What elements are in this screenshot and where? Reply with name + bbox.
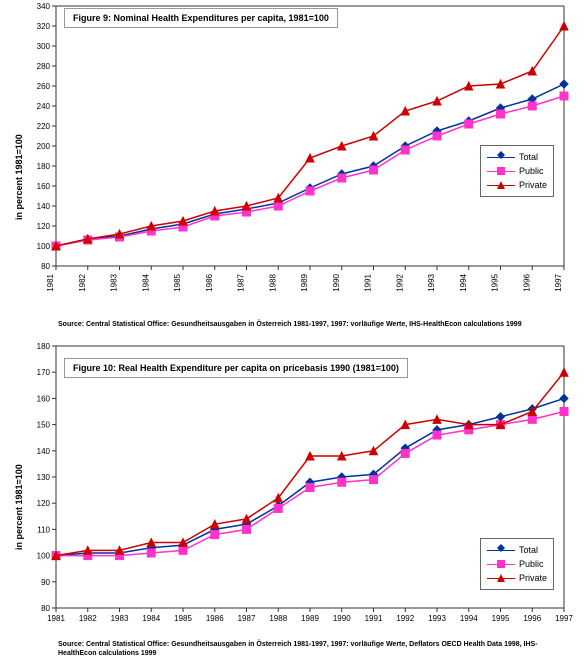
svg-text:170: 170 <box>37 368 51 377</box>
svg-text:160: 160 <box>37 182 51 191</box>
legend-label: Total <box>519 545 538 555</box>
svg-text:200: 200 <box>37 142 51 151</box>
svg-text:1986: 1986 <box>205 273 214 291</box>
svg-text:1992: 1992 <box>395 273 404 291</box>
svg-text:90: 90 <box>41 578 50 587</box>
svg-text:110: 110 <box>37 525 50 534</box>
svg-text:1997: 1997 <box>555 614 573 623</box>
svg-text:100: 100 <box>37 552 51 561</box>
svg-text:1994: 1994 <box>459 273 468 291</box>
svg-text:180: 180 <box>37 162 51 171</box>
svg-text:1990: 1990 <box>333 614 351 623</box>
svg-text:1995: 1995 <box>492 614 510 623</box>
svg-text:1993: 1993 <box>427 273 436 291</box>
svg-text:130: 130 <box>37 473 51 482</box>
svg-text:280: 280 <box>37 62 51 71</box>
legend-label: Public <box>519 166 544 176</box>
svg-text:1995: 1995 <box>491 273 500 291</box>
legend-label: Private <box>519 573 547 583</box>
svg-text:1983: 1983 <box>110 273 119 291</box>
svg-text:80: 80 <box>41 262 50 271</box>
svg-text:320: 320 <box>37 22 51 31</box>
svg-text:1989: 1989 <box>301 614 319 623</box>
legend-item-private: Private <box>487 178 547 192</box>
svg-text:1996: 1996 <box>522 273 531 291</box>
svg-text:1982: 1982 <box>78 273 87 291</box>
svg-text:1994: 1994 <box>460 614 478 623</box>
svg-text:1989: 1989 <box>300 273 309 291</box>
svg-text:1997: 1997 <box>554 273 563 291</box>
svg-text:1983: 1983 <box>111 614 129 623</box>
svg-text:1988: 1988 <box>268 273 277 291</box>
svg-text:120: 120 <box>37 222 51 231</box>
svg-text:160: 160 <box>37 394 51 403</box>
legend-item-private: Private <box>487 571 547 585</box>
figure-9-panel: in percent 1981=100 80100120140160180200… <box>24 0 576 328</box>
legend-item-public: Public <box>487 164 547 178</box>
svg-text:1984: 1984 <box>142 614 160 623</box>
chart-source: Source: Central Statistical Office: Gesu… <box>58 321 522 328</box>
y-axis-label: in percent 1981=100 <box>14 464 24 550</box>
chart-legend: Total Public Private <box>480 538 554 590</box>
svg-text:120: 120 <box>37 499 51 508</box>
svg-text:80: 80 <box>41 604 50 613</box>
figure-10-panel: in percent 1981=100 80901001101201301401… <box>24 340 576 658</box>
svg-text:1992: 1992 <box>396 614 414 623</box>
chart-legend: Total Public Private <box>480 145 554 197</box>
legend-item-total: Total <box>487 543 547 557</box>
svg-text:240: 240 <box>37 102 51 111</box>
svg-text:1993: 1993 <box>428 614 446 623</box>
y-axis-label: in percent 1981=100 <box>14 134 24 220</box>
svg-text:180: 180 <box>37 342 51 351</box>
chart-title: Figure 10: Real Health Expenditure per c… <box>64 358 408 378</box>
svg-text:1985: 1985 <box>173 273 182 291</box>
figure-10-chart: 80 90 100 110 120 130 140 150 160 170 180 1981 1982 1… <box>24 340 576 640</box>
legend-item-total: Total <box>487 150 547 164</box>
svg-text:1991: 1991 <box>364 273 373 291</box>
legend-label: Private <box>519 180 547 190</box>
svg-text:1984: 1984 <box>141 273 150 291</box>
svg-text:1987: 1987 <box>237 273 246 291</box>
svg-text:140: 140 <box>37 202 51 211</box>
chart-source: Source: Central Statistical Office: Gesu… <box>58 640 566 658</box>
legend-label: Public <box>519 559 544 569</box>
legend-item-public: Public <box>487 557 547 571</box>
legend-label: Total <box>519 152 538 162</box>
svg-text:300: 300 <box>37 42 51 51</box>
svg-text:1990: 1990 <box>332 273 341 291</box>
svg-text:1988: 1988 <box>269 614 287 623</box>
chart-title: Figure 9: Nominal Health Expenditures pe… <box>64 8 338 28</box>
svg-text:340: 340 <box>37 2 51 11</box>
svg-text:220: 220 <box>37 122 51 131</box>
svg-text:1985: 1985 <box>174 614 192 623</box>
svg-text:1991: 1991 <box>365 614 383 623</box>
svg-text:1986: 1986 <box>206 614 224 623</box>
svg-text:1987: 1987 <box>238 614 256 623</box>
svg-text:1996: 1996 <box>523 614 541 623</box>
svg-text:100: 100 <box>37 242 51 251</box>
svg-text:140: 140 <box>37 447 51 456</box>
svg-text:1981: 1981 <box>47 614 65 623</box>
svg-text:260: 260 <box>37 82 51 91</box>
svg-text:1981: 1981 <box>46 273 55 291</box>
svg-text:1982: 1982 <box>79 614 97 623</box>
svg-text:150: 150 <box>37 421 51 430</box>
